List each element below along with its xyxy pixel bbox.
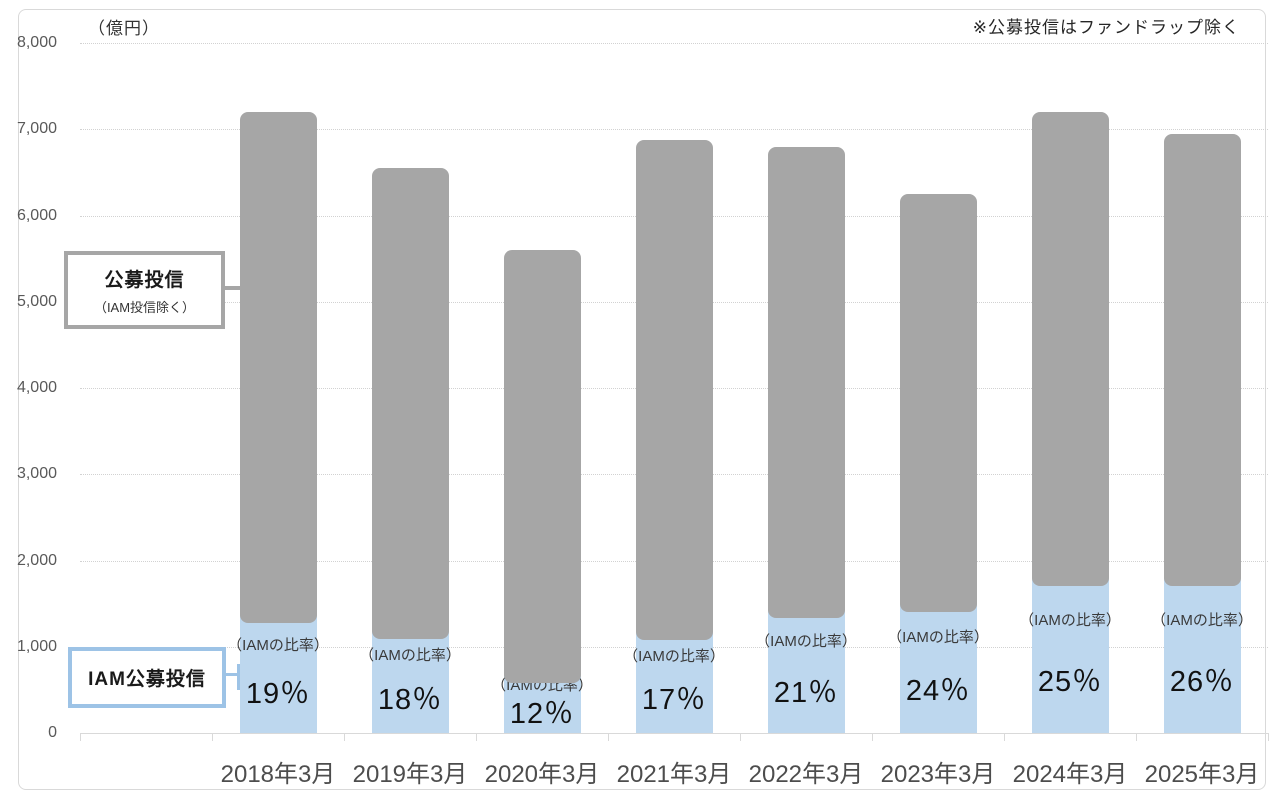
bar-segment-iam: （IAMの比率） 25％ [1019, 577, 1121, 733]
iam-ratio-value: 26％ [1169, 665, 1235, 698]
y-tick-label-4,000: 4,000 [16, 379, 57, 396]
x-axis-tick [1268, 733, 1269, 741]
x-axis-tick [608, 733, 609, 741]
x-tick-label-2020年3月: 2020年3月 [484, 761, 600, 788]
bar-segment-public-trust [239, 112, 317, 623]
iam-ratio-value: 12％ [509, 698, 575, 731]
y-tick-label-0: 0 [48, 724, 57, 741]
iam-ratio-value: 25％ [1037, 665, 1103, 698]
y-tick-label-2,000: 2,000 [16, 551, 57, 569]
y-tick-label-6,000: 6,000 [16, 206, 57, 224]
bar-column-2018年3月: （IAMの比率） 19％ [227, 112, 329, 733]
legend-blue-connector-line [224, 673, 238, 676]
iam-ratio-caption: （IAMの比率） [1151, 611, 1253, 629]
bar-segment-public-trust [371, 168, 449, 640]
bar-segment-public-trust [767, 146, 845, 618]
iam-ratio-caption: （IAMの比率） [359, 647, 461, 665]
y-tick-label-7,000: 7,000 [16, 120, 57, 138]
bar-segment-iam: （IAMの比率） 24％ [887, 603, 989, 733]
x-tick-label-2018年3月: 2018年3月 [220, 761, 336, 788]
iam-ratio-caption: （IAMの比率） [623, 648, 725, 666]
x-axis-tick [476, 733, 477, 741]
legend-blue-callout: IAM公募投信 [68, 647, 226, 708]
x-tick-label-2025年3月: 2025年3月 [1144, 761, 1260, 788]
x-tick-label-2022年3月: 2022年3月 [748, 761, 864, 788]
y-axis-unit-label: （億円） [88, 19, 160, 38]
iam-ratio-caption: （IAMの比率） [227, 636, 329, 654]
y-tick-label-1,000: 1,000 [16, 637, 57, 655]
iam-ratio-value: 19％ [245, 678, 311, 711]
x-tick-label-2023年3月: 2023年3月 [880, 761, 996, 788]
iam-ratio-value: 18％ [377, 683, 443, 716]
legend-gray-subtitle: （IAM投信除く） [93, 299, 196, 315]
bar-column-2025年3月: （IAMの比率） 26％ [1151, 134, 1253, 733]
x-tick-label-2019年3月: 2019年3月 [352, 761, 468, 788]
bar-segment-public-trust [1031, 112, 1109, 586]
gridline-7,000 [80, 129, 1268, 131]
legend-blue-title: IAM公募投信 [88, 669, 206, 690]
bar-segment-iam: （IAMの比率） 18％ [359, 631, 461, 733]
iam-ratio-caption: （IAMの比率） [755, 633, 857, 651]
bar-column-2019年3月: （IAMの比率） 18％ [359, 168, 461, 733]
y-tick-label-5,000: 5,000 [16, 292, 57, 310]
legend-gray-callout: 公募投信 （IAM投信除く） [64, 251, 225, 329]
bar-segment-public-trust [1163, 134, 1241, 586]
x-axis-tick [80, 733, 81, 741]
bar-column-2023年3月: （IAMの比率） 24％ [887, 193, 989, 733]
x-axis-tick [1136, 733, 1137, 741]
iam-ratio-value: 24％ [905, 674, 971, 707]
x-axis-tick [1004, 733, 1005, 741]
bar-segment-iam: （IAMの比率） 17％ [623, 632, 725, 733]
bar-column-2021年3月: （IAMの比率） 17％ [623, 140, 725, 733]
bar-column-2024年3月: （IAMの比率） 25％ [1019, 112, 1121, 733]
x-axis-tick [872, 733, 873, 741]
bar-segment-iam: （IAMの比率） 21％ [755, 609, 857, 733]
iam-ratio-value: 21％ [773, 676, 839, 709]
y-tick-label-8,000: 8,000 [16, 34, 57, 51]
x-axis-line [80, 733, 1268, 734]
x-axis-tick [344, 733, 345, 741]
legend-gray-title: 公募投信 [104, 269, 185, 291]
bar-segment-iam: （IAMの比率） 19％ [227, 614, 329, 733]
bar-segment-iam: （IAMの比率） 12％ [491, 675, 593, 733]
legend-blue-connector-cap [237, 664, 240, 690]
x-tick-label-2024年3月: 2024年3月 [1012, 761, 1128, 788]
x-tick-label-2021年3月: 2021年3月 [616, 761, 732, 788]
bar-segment-iam: （IAMの比率） 26％ [1151, 577, 1253, 733]
chart-footnote: ※公募投信はファンドラップ除く [972, 18, 1240, 37]
iam-ratio-value: 17％ [641, 684, 707, 717]
bar-segment-public-trust [635, 140, 713, 641]
gridline-8,000 [80, 43, 1268, 44]
chart-border [18, 9, 1266, 790]
legend-gray-connector-line [223, 286, 241, 290]
bar-column-2022年3月: （IAMの比率） 21％ [755, 146, 857, 733]
bar-segment-public-trust [503, 250, 581, 684]
x-axis-tick [212, 733, 213, 741]
iam-ratio-caption: （IAMの比率） [1019, 611, 1121, 629]
y-tick-label-3,000: 3,000 [16, 465, 57, 483]
iam-ratio-caption: （IAMの比率） [887, 629, 989, 647]
bar-column-2020年3月: （IAMの比率） 12％ [491, 250, 593, 733]
x-axis-tick [740, 733, 741, 741]
bar-segment-public-trust [899, 193, 977, 612]
